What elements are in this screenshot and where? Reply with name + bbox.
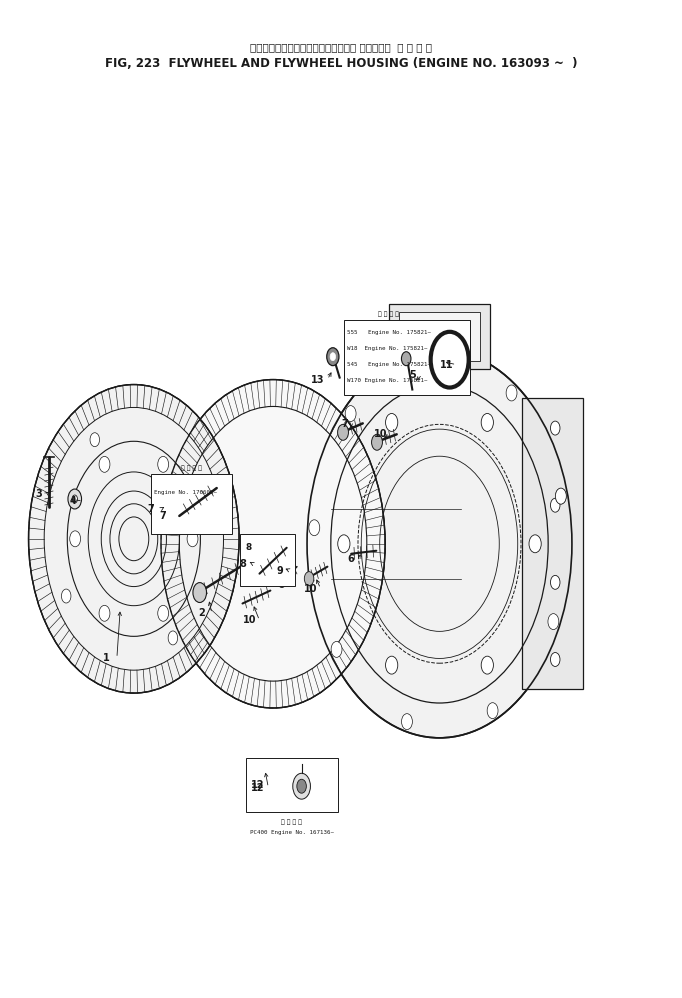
Text: 2: 2 [198,609,205,619]
Circle shape [327,347,339,365]
Circle shape [278,576,286,588]
Text: 7: 7 [341,419,348,429]
Text: 9: 9 [276,566,283,576]
Circle shape [168,631,177,645]
Circle shape [385,413,398,431]
Text: 11: 11 [439,359,453,369]
Circle shape [193,583,207,603]
Circle shape [555,488,566,504]
Text: 適 用 号 機: 適 用 号 機 [181,465,202,471]
Circle shape [29,384,239,693]
Circle shape [385,656,398,674]
Circle shape [529,535,542,553]
Circle shape [402,351,411,365]
Text: 8: 8 [246,543,252,552]
Bar [389,304,490,369]
Circle shape [70,531,80,547]
Circle shape [338,424,349,440]
Circle shape [196,475,206,489]
Text: 10: 10 [303,584,317,594]
Circle shape [372,434,383,450]
Text: 12: 12 [252,780,265,790]
Circle shape [481,413,493,431]
Circle shape [550,576,560,589]
Circle shape [423,352,434,368]
Circle shape [338,535,350,553]
Text: 545   Engine No. 175821~: 545 Engine No. 175821~ [347,362,431,367]
Text: 3: 3 [35,489,42,499]
Circle shape [345,405,356,421]
Text: 8: 8 [239,559,246,569]
Bar [151,474,233,534]
Bar [399,312,480,361]
Bar [344,320,470,394]
Text: フライホイールおよびフライホイール ハウジング  適 用 号 機: フライホイールおよびフライホイール ハウジング 適 用 号 機 [250,42,432,52]
Text: 4: 4 [70,496,76,506]
Circle shape [72,495,78,503]
Circle shape [61,589,71,603]
Circle shape [99,606,110,621]
Text: 10: 10 [243,616,256,626]
Text: 555   Engine No. 175821~: 555 Engine No. 175821~ [347,330,431,335]
Circle shape [158,456,168,472]
Circle shape [548,614,559,630]
Text: FIG, 223  FLYWHEEL AND FLYWHEEL HOUSING (ENGINE NO. 163093 ~  ): FIG, 223 FLYWHEEL AND FLYWHEEL HOUSING (… [105,57,577,70]
Text: 7: 7 [147,504,154,514]
Circle shape [293,773,310,799]
Circle shape [330,352,336,360]
Text: 1: 1 [103,654,110,664]
Circle shape [550,653,560,667]
Text: 6: 6 [348,554,355,564]
Bar [241,534,295,586]
Text: W170 Engine No. 175821~: W170 Engine No. 175821~ [347,378,428,383]
Circle shape [158,606,168,621]
Circle shape [555,488,566,504]
Bar [522,398,582,690]
Text: PC400 Engine No. 167136~: PC400 Engine No. 167136~ [250,830,333,835]
Text: 5: 5 [409,369,416,379]
Circle shape [304,572,314,586]
Circle shape [307,349,572,738]
Circle shape [506,385,517,401]
Circle shape [297,779,306,793]
Text: Engine No. 176606~: Engine No. 176606~ [153,490,216,495]
Circle shape [68,489,82,509]
Circle shape [487,703,498,719]
Circle shape [550,421,560,435]
Circle shape [309,520,320,536]
Circle shape [331,642,342,658]
Circle shape [402,714,413,730]
Circle shape [550,498,560,512]
Bar [246,757,338,812]
Circle shape [90,433,100,447]
Circle shape [481,656,493,674]
Text: 適 用 号 機: 適 用 号 機 [281,819,302,825]
Text: 13: 13 [310,374,324,384]
Text: 10: 10 [374,429,387,439]
Circle shape [99,456,110,472]
Circle shape [161,379,385,708]
Text: 12: 12 [252,782,265,792]
Text: W18  Engine No. 175821~: W18 Engine No. 175821~ [347,346,428,351]
Text: 7: 7 [160,511,166,521]
Circle shape [187,531,198,547]
Text: 適 用 号 機: 適 用 号 機 [378,311,399,317]
